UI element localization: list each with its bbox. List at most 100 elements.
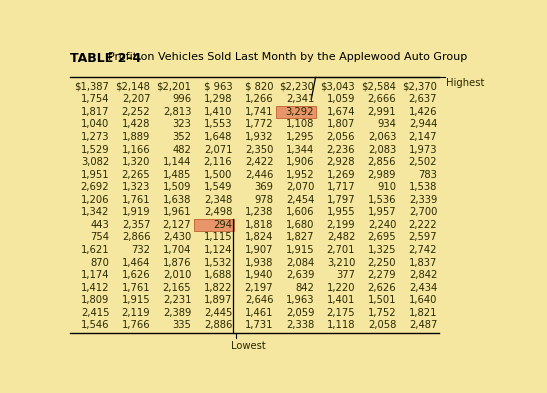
Text: 2,222: 2,222	[409, 220, 437, 230]
Text: 2,454: 2,454	[286, 195, 314, 205]
Text: 1,174: 1,174	[81, 270, 109, 280]
Text: 2,866: 2,866	[122, 232, 150, 242]
Text: 2,597: 2,597	[409, 232, 437, 242]
Text: 1,538: 1,538	[409, 182, 437, 192]
Text: 1,766: 1,766	[122, 320, 150, 331]
Text: 842: 842	[295, 283, 314, 293]
Text: 2,639: 2,639	[286, 270, 314, 280]
Text: 1,166: 1,166	[122, 145, 150, 154]
Text: 2,502: 2,502	[409, 157, 437, 167]
Text: $3,043: $3,043	[321, 82, 355, 92]
Text: 978: 978	[254, 195, 274, 205]
Text: 1,626: 1,626	[122, 270, 150, 280]
Text: 1,536: 1,536	[368, 195, 396, 205]
Text: 754: 754	[90, 232, 109, 242]
Text: 1,320: 1,320	[122, 157, 150, 167]
Text: 1,688: 1,688	[204, 270, 232, 280]
Text: 2,415: 2,415	[81, 308, 109, 318]
Text: $2,201: $2,201	[156, 82, 191, 92]
Text: 2,250: 2,250	[368, 257, 396, 268]
Text: 3,082: 3,082	[81, 157, 109, 167]
Text: 1,963: 1,963	[286, 295, 314, 305]
Text: $2,370: $2,370	[402, 82, 437, 92]
Text: 1,818: 1,818	[245, 220, 274, 230]
Text: 1,238: 1,238	[245, 208, 274, 217]
Text: 2,482: 2,482	[327, 232, 355, 242]
Text: $2,230: $2,230	[280, 82, 314, 92]
Text: 1,955: 1,955	[327, 208, 355, 217]
Text: 2,357: 2,357	[122, 220, 150, 230]
Text: 934: 934	[377, 119, 396, 129]
Text: 1,807: 1,807	[327, 119, 355, 129]
Text: 482: 482	[172, 145, 191, 154]
Text: 2,389: 2,389	[163, 308, 191, 318]
Text: 2,700: 2,700	[409, 208, 437, 217]
Text: 1,919: 1,919	[122, 208, 150, 217]
Text: 996: 996	[172, 94, 191, 104]
Text: 2,127: 2,127	[162, 220, 191, 230]
Text: 2,446: 2,446	[245, 170, 274, 180]
Text: 1,951: 1,951	[81, 170, 109, 180]
Text: 2,059: 2,059	[286, 308, 314, 318]
Text: 2,175: 2,175	[327, 308, 355, 318]
Text: 732: 732	[131, 245, 150, 255]
Text: 783: 783	[418, 170, 437, 180]
Text: 910: 910	[377, 182, 396, 192]
Text: $2,148: $2,148	[115, 82, 150, 92]
Text: 335: 335	[172, 320, 191, 331]
Text: 1,876: 1,876	[163, 257, 191, 268]
Text: 2,236: 2,236	[327, 145, 355, 154]
Text: 1,973: 1,973	[409, 145, 437, 154]
Text: 2,265: 2,265	[122, 170, 150, 180]
Text: 1,906: 1,906	[286, 157, 314, 167]
Text: 1,809: 1,809	[81, 295, 109, 305]
Text: 1,741: 1,741	[245, 107, 274, 117]
Text: 1,915: 1,915	[122, 295, 150, 305]
Text: 294: 294	[213, 220, 232, 230]
Text: 2,056: 2,056	[327, 132, 355, 142]
Text: 3,292: 3,292	[286, 107, 314, 117]
Text: 1,822: 1,822	[204, 283, 232, 293]
Text: 1,485: 1,485	[163, 170, 191, 180]
Text: 1,648: 1,648	[204, 132, 232, 142]
Text: 1,680: 1,680	[286, 220, 314, 230]
Text: 1,797: 1,797	[327, 195, 355, 205]
Text: 2,252: 2,252	[122, 107, 150, 117]
Text: 1,269: 1,269	[327, 170, 355, 180]
Text: 2,856: 2,856	[368, 157, 396, 167]
Text: 1,325: 1,325	[368, 245, 396, 255]
Text: 1,509: 1,509	[163, 182, 191, 192]
Text: 2,084: 2,084	[286, 257, 314, 268]
Text: 3,210: 3,210	[327, 257, 355, 268]
Text: $ 820: $ 820	[245, 82, 274, 92]
Text: 1,529: 1,529	[81, 145, 109, 154]
Text: 1,412: 1,412	[81, 283, 109, 293]
Text: 1,059: 1,059	[327, 94, 355, 104]
Text: 1,342: 1,342	[81, 208, 109, 217]
Text: 1,295: 1,295	[286, 132, 314, 142]
Text: 1,889: 1,889	[122, 132, 150, 142]
Text: 1,426: 1,426	[409, 107, 437, 117]
Text: 2,207: 2,207	[122, 94, 150, 104]
Text: 1,532: 1,532	[204, 257, 232, 268]
Text: Profit on Vehicles Sold Last Month by the Applewood Auto Group: Profit on Vehicles Sold Last Month by th…	[101, 52, 468, 62]
Text: 1,606: 1,606	[286, 208, 314, 217]
Text: 2,147: 2,147	[409, 132, 437, 142]
Text: 1,461: 1,461	[245, 308, 274, 318]
Text: 1,821: 1,821	[409, 308, 437, 318]
Text: 2,350: 2,350	[245, 145, 274, 154]
Text: 1,124: 1,124	[204, 245, 232, 255]
Text: 2,813: 2,813	[163, 107, 191, 117]
Text: 369: 369	[254, 182, 274, 192]
Text: 2,058: 2,058	[368, 320, 396, 331]
Text: 2,886: 2,886	[204, 320, 232, 331]
Text: 1,957: 1,957	[368, 208, 396, 217]
Text: 1,761: 1,761	[122, 195, 150, 205]
Text: 2,339: 2,339	[409, 195, 437, 205]
Text: 1,410: 1,410	[204, 107, 232, 117]
Text: 2,197: 2,197	[245, 283, 274, 293]
Text: 2,637: 2,637	[409, 94, 437, 104]
Text: 1,621: 1,621	[81, 245, 109, 255]
Text: 2,487: 2,487	[409, 320, 437, 331]
Text: 1,040: 1,040	[81, 119, 109, 129]
